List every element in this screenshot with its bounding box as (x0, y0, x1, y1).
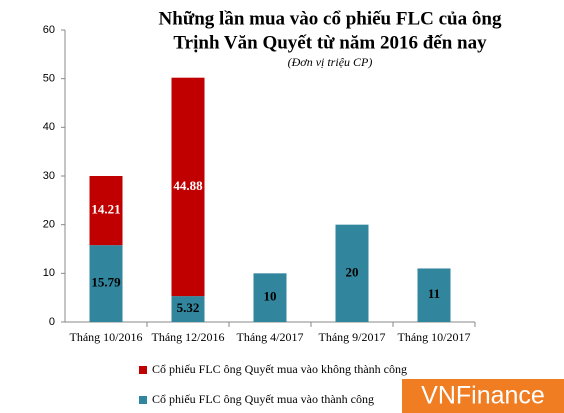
data-label: 20 (346, 264, 359, 279)
y-tick-label: 10 (43, 267, 55, 279)
data-label: 10 (264, 289, 277, 304)
data-label: 5.32 (177, 300, 200, 315)
x-tick-label: Tháng 10/2016 (70, 330, 143, 344)
chart-title: Trịnh Văn Quyết từ năm 2016 đến nay (173, 32, 487, 53)
legend-swatch (139, 396, 147, 404)
bar-segment (253, 273, 287, 322)
y-tick-label: 20 (43, 219, 55, 231)
x-tick-label: Tháng 4/2017 (237, 330, 304, 344)
y-tick-label: 0 (49, 316, 55, 328)
logo-text: VNFinance (421, 382, 545, 410)
bar-segment (89, 245, 123, 322)
y-tick-label: 30 (43, 170, 55, 182)
x-tick-label: Tháng 9/2017 (319, 330, 386, 344)
y-tick-label: 60 (43, 24, 55, 36)
legend-swatch (139, 366, 147, 374)
data-label: 44.88 (173, 178, 203, 193)
logo-box (402, 379, 564, 413)
bar-segment (335, 224, 369, 322)
x-tick-label: Tháng 10/2017 (398, 330, 471, 344)
bar-segment (417, 268, 451, 322)
data-label: 11 (428, 286, 440, 301)
y-tick-label: 40 (43, 121, 55, 133)
y-tick-label: 50 (43, 73, 55, 85)
chart-title: Những lần mua vào cổ phiếu FLC của ông (159, 8, 502, 29)
legend-label: Cổ phiếu FLC ông Quyết mua vào thành côn… (152, 392, 374, 406)
data-label: 15.79 (91, 275, 121, 290)
bar-segment (89, 176, 123, 246)
data-label: 14.21 (91, 202, 120, 217)
bar-segment (171, 296, 205, 322)
legend-label: Cổ phiếu FLC ông Quyết mua vào không thà… (152, 362, 407, 376)
bar-segment (171, 77, 205, 297)
x-tick-label: Tháng 12/2016 (152, 330, 225, 344)
chart-subtitle: (Đơn vị triệu CP) (288, 55, 373, 69)
